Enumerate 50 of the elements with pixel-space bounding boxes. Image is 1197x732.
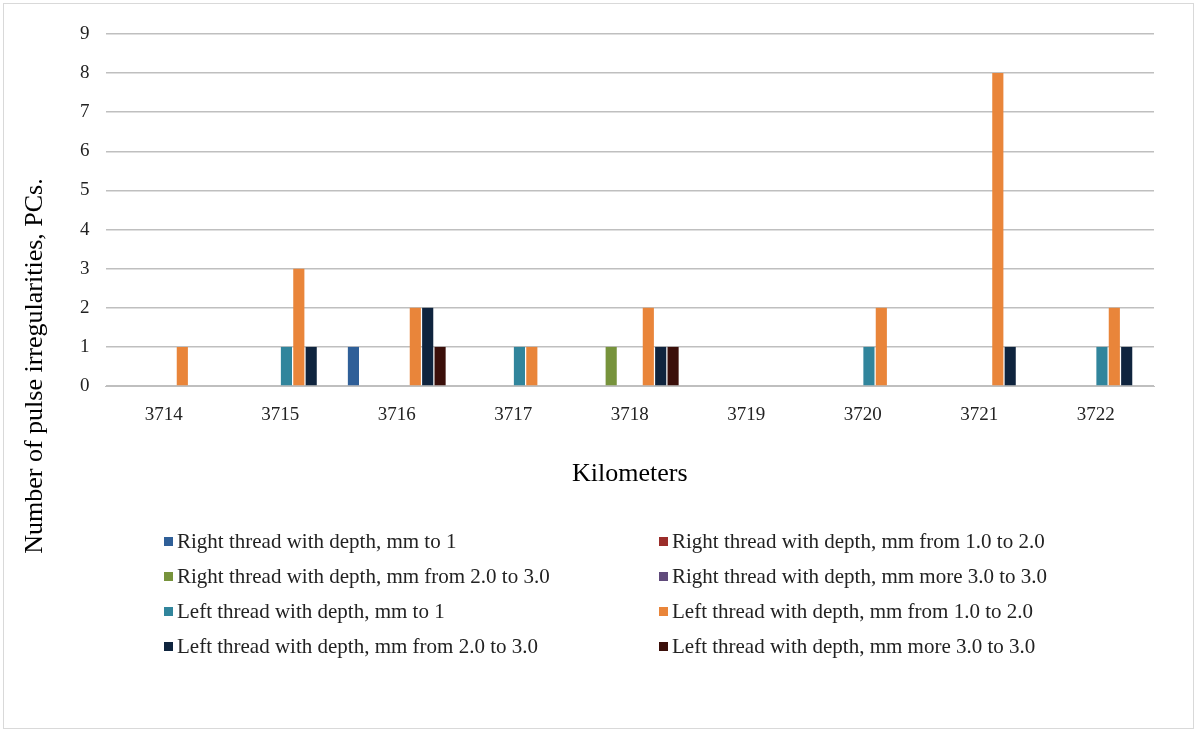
bar bbox=[667, 346, 679, 386]
x-axis-title: Kilometers bbox=[571, 458, 688, 488]
x-tick-label: 3720 bbox=[843, 403, 882, 425]
bar bbox=[347, 346, 359, 386]
x-tick-label: 3715 bbox=[261, 403, 300, 425]
bar bbox=[526, 346, 538, 386]
x-tick-label: 3717 bbox=[494, 403, 533, 425]
bar bbox=[434, 346, 446, 386]
x-tick-label: 3722 bbox=[1076, 403, 1115, 425]
legend-label: Left thread with depth, mm from 1.0 to 2.0 bbox=[672, 599, 1034, 624]
bar bbox=[305, 346, 317, 386]
bar bbox=[1096, 346, 1108, 386]
y-tick-label: 5 bbox=[80, 178, 90, 200]
legend-label: Left thread with depth, mm more 3.0 to 3.0 bbox=[672, 634, 1036, 659]
legend-label: Left thread with depth, mm to 1 bbox=[177, 599, 445, 624]
legend-label: Right thread with depth, mm to 1 bbox=[177, 529, 457, 554]
y-tick-label: 0 bbox=[80, 373, 90, 395]
y-tick-label: 3 bbox=[80, 256, 90, 278]
bar bbox=[280, 346, 293, 386]
bar bbox=[655, 346, 667, 386]
bar bbox=[992, 73, 1004, 386]
y-tick-label: 1 bbox=[80, 334, 90, 356]
x-tick-label: 3716 bbox=[377, 403, 416, 425]
bar bbox=[863, 346, 875, 386]
x-tick-label: 3719 bbox=[727, 403, 766, 425]
y-tick-label: 8 bbox=[80, 61, 90, 83]
bar bbox=[875, 307, 887, 386]
bar bbox=[1004, 346, 1016, 386]
bar bbox=[1108, 307, 1120, 386]
x-tick-label: 3714 bbox=[144, 403, 184, 425]
bar bbox=[642, 307, 654, 386]
legend-label: Right thread with depth, mm more 3.0 to 3.0 bbox=[672, 564, 1048, 589]
bar bbox=[409, 307, 421, 386]
y-tick-label: 6 bbox=[80, 139, 90, 161]
y-tick-label: 7 bbox=[80, 100, 90, 122]
bar bbox=[422, 307, 434, 386]
bar bbox=[605, 346, 617, 386]
y-axis-title: Number of pulse irregularities, PCs. bbox=[19, 178, 49, 554]
y-tick-label: 9 bbox=[80, 21, 90, 43]
legend-label: Right thread with depth, mm from 1.0 to 2.0 bbox=[672, 529, 1045, 554]
x-tick-label: 3718 bbox=[610, 403, 649, 425]
bar bbox=[513, 346, 526, 386]
y-tick-label: 4 bbox=[80, 217, 90, 239]
y-tick-label: 2 bbox=[80, 295, 90, 317]
bar bbox=[176, 346, 188, 386]
bar bbox=[293, 268, 305, 386]
legend-label: Left thread with depth, mm from 2.0 to 3.0 bbox=[177, 634, 539, 659]
bar bbox=[1121, 346, 1133, 386]
legend-label: Right thread with depth, mm from 2.0 to 3.0 bbox=[177, 564, 550, 589]
x-tick-label: 3721 bbox=[960, 403, 999, 425]
